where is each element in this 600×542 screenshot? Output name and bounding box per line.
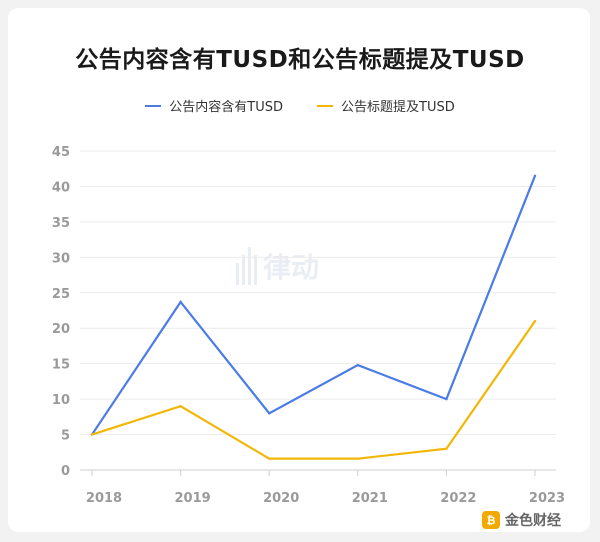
data-point-s1-2023[interactable]	[533, 319, 537, 323]
y-tick-label: 15	[52, 358, 70, 373]
x-tick-label-2019: 2019	[175, 491, 211, 506]
x-axis-ticks: 2018 2019 2020 2021 2022 2023	[86, 470, 565, 506]
x-tick-label-2021: 2021	[352, 491, 388, 506]
chart-grid	[80, 150, 556, 471]
data-point-s0-2021[interactable]	[356, 363, 359, 367]
y-tick-label: 40	[52, 180, 70, 195]
watermark-text: 律动	[263, 251, 320, 284]
y-tick-label: 45	[52, 145, 70, 160]
data-point-s1-2019[interactable]	[179, 405, 182, 408]
y-tick-label: 5	[61, 429, 70, 444]
data-point-s0-2019[interactable]	[179, 300, 182, 304]
legend-label-title: 公告标题提及TUSD	[341, 100, 455, 115]
chart-title: 公告内容含有TUSD和公告标题提及TUSD	[75, 47, 525, 73]
data-point-s0-2023[interactable]	[533, 174, 537, 178]
y-tick-label: 20	[52, 322, 70, 337]
legend-swatch-blue	[145, 104, 162, 107]
legend-swatch-yellow	[317, 104, 333, 107]
data-point-s1-2021[interactable]	[356, 457, 359, 460]
data-point-s0-2020[interactable]	[268, 412, 271, 415]
watermark-bars-icon	[236, 247, 257, 285]
chart-legend: 公告内容含有TUSD 公告标题提及TUSD	[0, 96, 600, 115]
x-tick-label-2018: 2018	[86, 491, 122, 506]
coin-icon: ₿	[482, 511, 500, 529]
watermark: 律动	[236, 246, 319, 286]
series-line-0[interactable]	[91, 175, 537, 436]
data-point-s1-2018[interactable]	[90, 433, 94, 436]
y-axis-ticks: 0 5 10 15 20 25 30 35 40 45	[52, 145, 70, 479]
y-tick-label: 35	[52, 216, 70, 231]
y-tick-label: 0	[61, 464, 70, 479]
y-tick-label: 30	[52, 251, 70, 266]
footer-text: 金色财经	[505, 513, 561, 529]
legend-label-content: 公告内容含有TUSD	[169, 100, 283, 115]
x-tick-label-2023: 2023	[529, 491, 565, 506]
series-line-1[interactable]	[91, 320, 536, 460]
x-tick-label-2020: 2020	[263, 491, 299, 506]
legend-item-title[interactable]: 公告标题提及TUSD	[317, 96, 455, 115]
data-point-s1-2020[interactable]	[268, 457, 271, 460]
chart-lines	[90, 174, 537, 460]
data-point-s1-2022[interactable]	[445, 447, 448, 450]
data-point-s0-2022[interactable]	[445, 397, 448, 401]
y-tick-label: 25	[52, 287, 70, 302]
legend-item-content[interactable]: 公告内容含有TUSD	[145, 96, 283, 115]
chart-card	[8, 8, 590, 532]
x-tick-label-2022: 2022	[440, 491, 476, 506]
footer-logo: ₿ 金色财经	[482, 510, 561, 530]
y-tick-label: 10	[52, 393, 70, 408]
